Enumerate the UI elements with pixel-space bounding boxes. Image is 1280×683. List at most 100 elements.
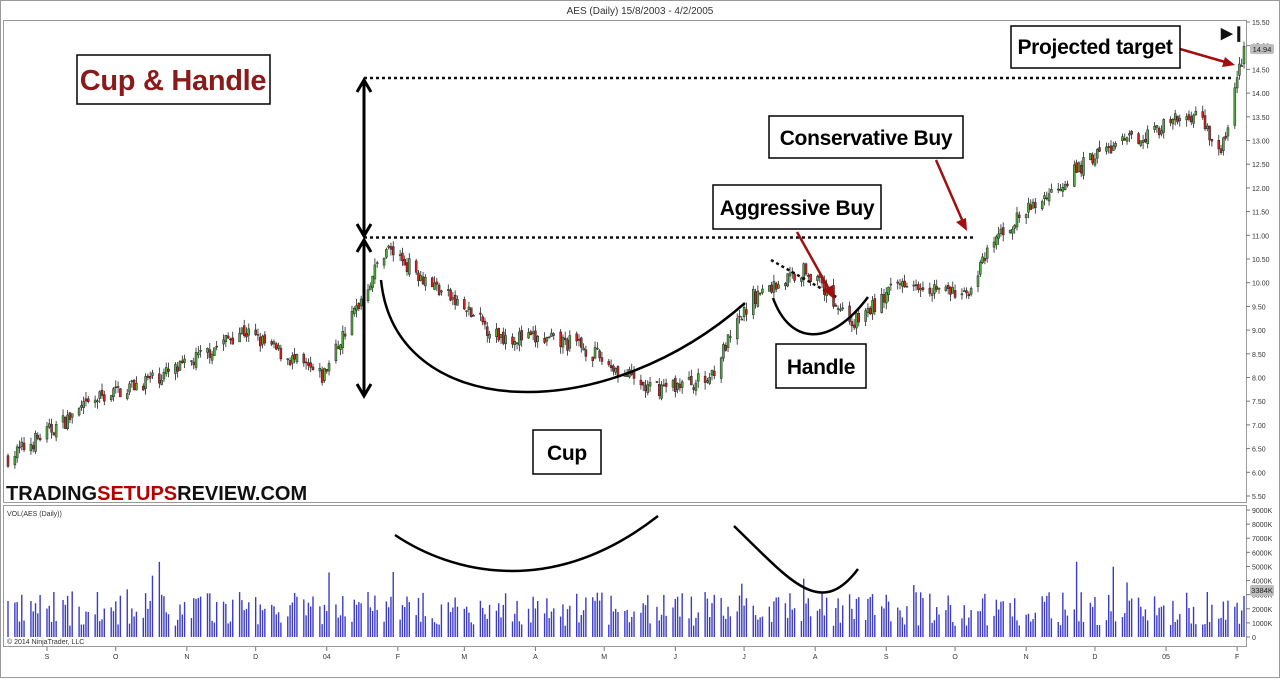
volume-bar — [479, 600, 482, 637]
volume-bar — [195, 598, 197, 637]
candle — [719, 356, 723, 383]
candle — [713, 365, 716, 380]
candle — [304, 357, 308, 370]
candle — [687, 371, 691, 381]
candle — [774, 281, 778, 293]
volume-bar — [360, 603, 362, 637]
volume-bar — [481, 607, 484, 637]
candle — [167, 362, 170, 378]
volume-bar — [1236, 602, 1238, 637]
candle — [242, 319, 246, 338]
volume-bar — [626, 609, 628, 637]
volume-bar — [85, 611, 87, 637]
candle — [655, 381, 659, 384]
play-button-icon[interactable]: ▶❙ — [1220, 25, 1245, 42]
candle — [857, 307, 861, 327]
volume-bar — [821, 592, 823, 637]
candle — [45, 421, 49, 443]
candle — [357, 302, 361, 312]
volume-bar — [358, 602, 360, 637]
volume-bar — [1144, 609, 1147, 637]
volume-bar — [660, 614, 663, 637]
volume-bar — [1206, 591, 1209, 637]
candle — [1169, 116, 1172, 127]
candle — [520, 325, 523, 347]
candle — [1061, 182, 1065, 198]
volume-bar — [1163, 605, 1165, 637]
volume-bar — [80, 624, 83, 637]
volume-bar — [504, 593, 507, 637]
candle — [674, 375, 677, 398]
candle — [914, 279, 918, 291]
volume-bar — [46, 608, 48, 637]
candle — [307, 358, 310, 371]
time-tick-label: O — [952, 654, 958, 661]
volume-bar — [759, 617, 761, 637]
volume-bar — [1009, 602, 1011, 637]
volume-bar — [839, 622, 842, 637]
volume-bar — [768, 606, 771, 637]
candle — [387, 244, 390, 250]
volume-tick-label: 7000K — [1252, 536, 1273, 543]
candle — [98, 390, 101, 403]
price-tick-label: 14.00 — [1252, 91, 1270, 98]
candle — [726, 333, 730, 353]
candle — [183, 354, 186, 369]
volume-bar — [919, 592, 922, 637]
candle — [488, 330, 491, 344]
time-tick-label: S — [884, 654, 889, 661]
volume-bar — [271, 604, 273, 637]
volume-bar — [1057, 622, 1059, 637]
candle — [148, 371, 152, 383]
volume-bar — [280, 622, 282, 637]
candle — [930, 287, 934, 302]
volume-bar — [420, 621, 422, 637]
candle — [463, 296, 466, 311]
volume-bar — [1073, 609, 1076, 637]
candle — [754, 288, 757, 309]
volume-bar — [594, 600, 596, 637]
volume-bar — [809, 616, 812, 637]
volume-bar — [229, 621, 232, 637]
volume-bar — [14, 602, 16, 637]
candle — [901, 278, 904, 293]
candle — [403, 255, 406, 266]
candle — [903, 274, 906, 288]
volume-bar — [617, 612, 619, 637]
candle — [272, 339, 276, 349]
volume-bar — [936, 607, 938, 637]
volume-bar — [1105, 620, 1108, 637]
volume-bar — [722, 615, 725, 637]
candle — [609, 359, 613, 372]
volume-bar — [695, 617, 697, 637]
volume-bar — [965, 625, 968, 637]
candle — [995, 234, 998, 250]
candle — [343, 326, 347, 340]
candle — [976, 270, 980, 293]
volume-bar — [1098, 625, 1101, 637]
candle — [286, 358, 290, 366]
volume-bar — [1192, 606, 1195, 637]
candle — [288, 357, 292, 367]
volume-bar — [488, 604, 491, 637]
volume-bar — [312, 596, 314, 637]
volume-bar — [465, 606, 468, 637]
candle — [38, 433, 42, 442]
candle — [641, 381, 645, 392]
volume-bar — [713, 594, 715, 637]
candle — [325, 368, 328, 374]
candle — [424, 274, 427, 291]
volume-bar — [1227, 600, 1229, 637]
candle — [199, 345, 202, 358]
candle — [985, 244, 989, 263]
candle — [756, 285, 760, 308]
candle — [36, 432, 40, 441]
volume-bar — [823, 615, 826, 637]
candle — [568, 330, 572, 352]
candle — [676, 382, 679, 394]
candle — [158, 367, 161, 389]
volume-bar — [436, 623, 438, 637]
volume-bar — [328, 572, 330, 637]
price-tick-label: 9.00 — [1252, 328, 1266, 335]
